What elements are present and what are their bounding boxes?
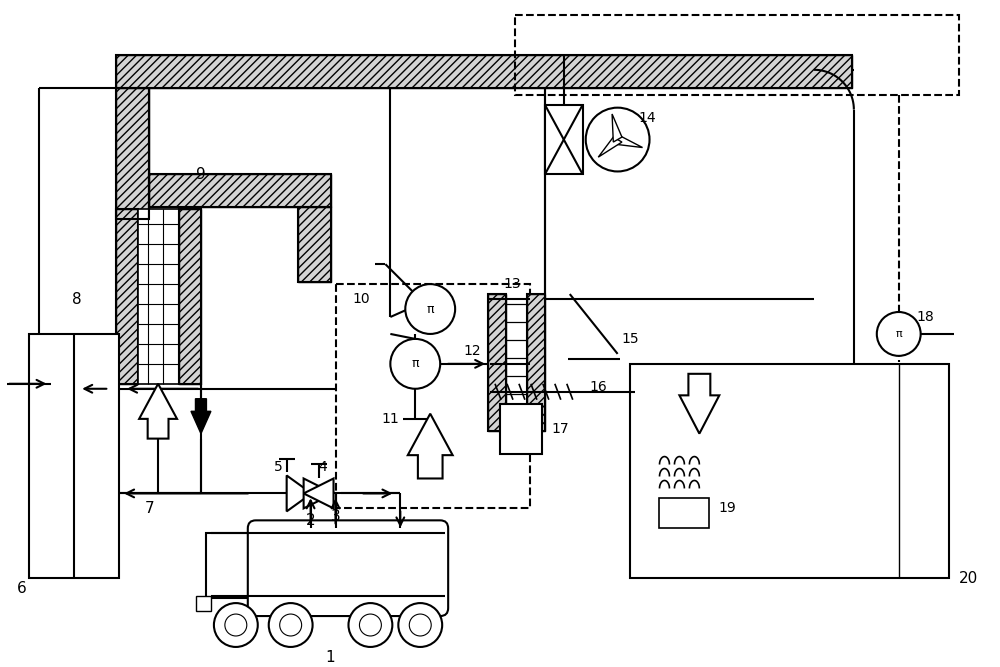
Circle shape [586,107,650,171]
Bar [116,88,149,219]
Bar [116,209,138,384]
Bar [179,209,201,384]
Text: π: π [426,303,434,315]
Bar [138,209,179,384]
Bar [149,175,331,207]
Bar [196,596,211,611]
Circle shape [409,614,431,636]
Text: 14: 14 [639,111,656,125]
Polygon shape [598,137,622,157]
Text: π: π [412,358,419,370]
Text: 19: 19 [718,502,736,516]
Bar [116,55,852,88]
Text: π: π [895,329,902,339]
Bar [29,334,119,578]
Bar [515,15,959,95]
Circle shape [269,603,313,647]
Text: 13: 13 [503,277,521,291]
Bar [298,207,331,282]
Circle shape [390,339,440,389]
Polygon shape [612,114,622,142]
Text: 11: 11 [381,412,399,426]
Polygon shape [287,476,312,512]
Text: 18: 18 [917,310,934,324]
Bar [298,207,331,282]
Circle shape [280,614,302,636]
Polygon shape [679,374,719,434]
Text: 3: 3 [331,509,340,524]
Text: 1: 1 [326,650,335,666]
Bar [527,294,545,431]
Bar [116,55,852,88]
Text: 4: 4 [318,460,327,474]
Bar [206,534,261,598]
Bar [545,105,583,175]
Circle shape [877,312,921,356]
Text: 12: 12 [463,344,481,358]
Polygon shape [191,399,211,434]
Text: 9: 9 [196,167,206,182]
Text: 20: 20 [959,571,978,586]
Circle shape [348,603,392,647]
Circle shape [359,614,381,636]
Bar [527,294,545,431]
Polygon shape [408,414,453,478]
Text: 16: 16 [590,380,607,394]
Bar [659,498,709,528]
Circle shape [405,284,455,334]
Text: 15: 15 [622,332,639,346]
Bar [116,88,149,219]
Bar [488,294,506,431]
Polygon shape [304,478,334,508]
Polygon shape [304,478,334,508]
Text: 10: 10 [353,292,370,306]
Bar [179,209,201,384]
Circle shape [214,603,258,647]
Polygon shape [618,135,643,147]
Text: 17: 17 [552,422,569,436]
Circle shape [225,614,247,636]
Bar [630,364,949,578]
Polygon shape [139,384,177,439]
Bar [488,294,506,431]
FancyBboxPatch shape [248,520,448,616]
Text: 5: 5 [274,460,283,474]
Text: 8: 8 [72,291,81,307]
Bar [149,175,331,207]
Bar [116,209,138,384]
Bar [500,404,542,454]
Bar [336,284,530,508]
Text: 2: 2 [306,513,315,528]
Circle shape [398,603,442,647]
Text: 6: 6 [17,581,26,596]
Text: 7: 7 [144,501,154,516]
